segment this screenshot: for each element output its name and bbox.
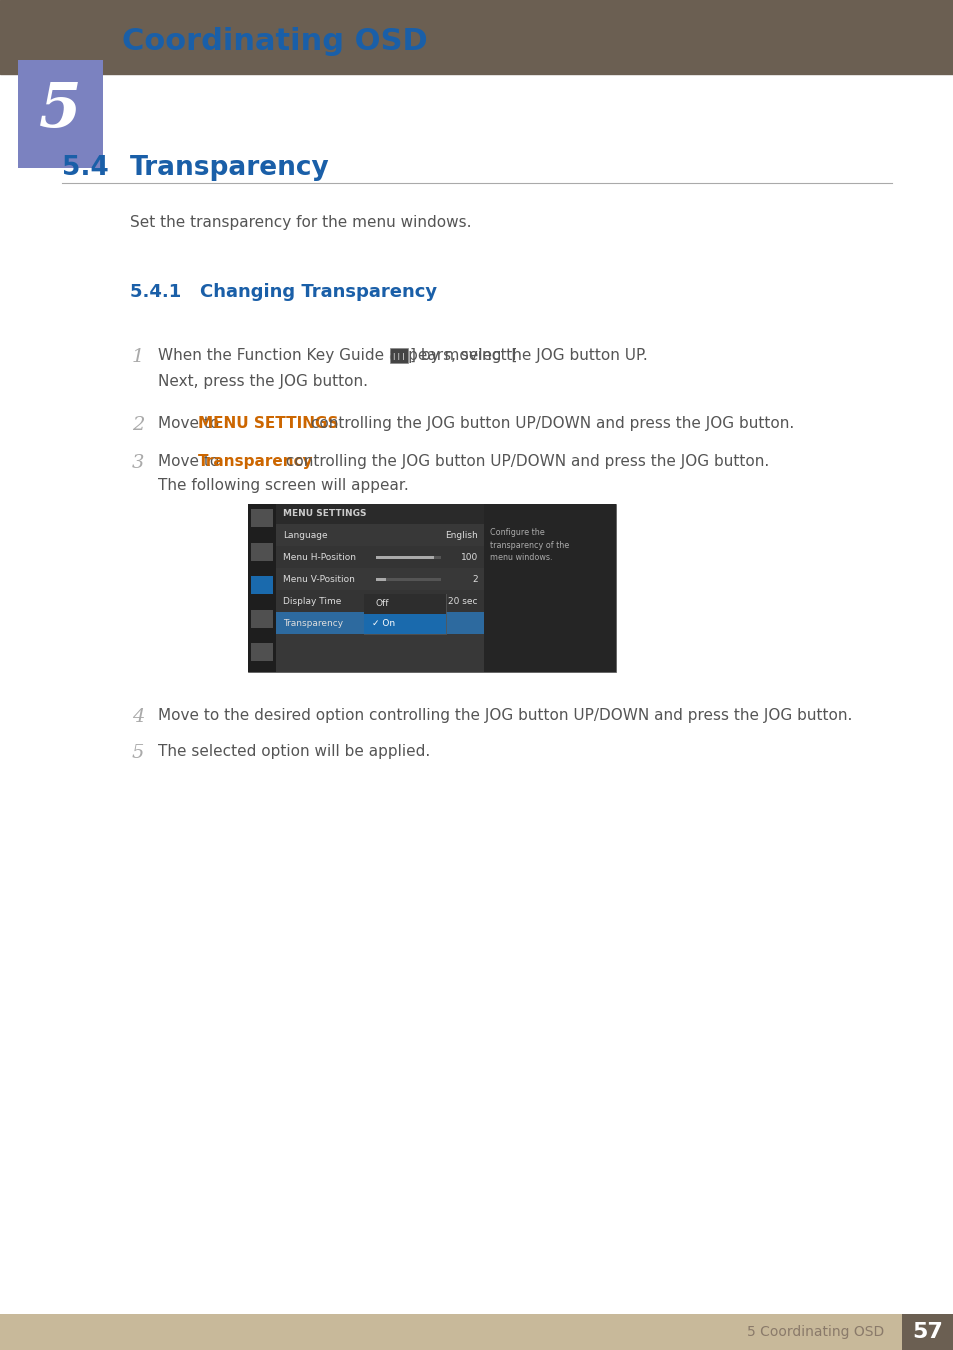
- Text: controlling the JOG button UP/DOWN and press the JOG button.: controlling the JOG button UP/DOWN and p…: [306, 416, 794, 431]
- Bar: [0, 1314, 953, 1350]
- Bar: [251, 610, 273, 628]
- Text: 57: 57: [912, 1322, 943, 1342]
- Bar: [275, 568, 483, 590]
- Text: 3: 3: [132, 454, 144, 472]
- Text: 5: 5: [39, 80, 82, 140]
- Bar: [275, 504, 483, 672]
- Bar: [251, 543, 273, 560]
- Text: 5.4.1   Changing Transparency: 5.4.1 Changing Transparency: [130, 284, 436, 301]
- Text: Transparency: Transparency: [130, 155, 330, 181]
- Text: 1: 1: [132, 348, 144, 366]
- Text: 2: 2: [472, 575, 477, 583]
- Text: Display Time: Display Time: [283, 597, 341, 606]
- Text: Menu H-Position: Menu H-Position: [283, 552, 355, 562]
- Bar: [364, 594, 446, 634]
- Bar: [18, 61, 103, 169]
- Bar: [483, 504, 616, 672]
- Bar: [375, 555, 440, 559]
- Text: When the Function Key Guide appears, select [: When the Function Key Guide appears, sel…: [158, 348, 517, 363]
- Bar: [375, 555, 434, 559]
- Text: Configure the
transparency of the
menu windows.: Configure the transparency of the menu w…: [490, 528, 569, 562]
- Text: 20 sec: 20 sec: [448, 597, 477, 606]
- Text: Language: Language: [283, 531, 327, 540]
- Text: Move to the desired option controlling the JOG button UP/DOWN and press the JOG : Move to the desired option controlling t…: [158, 707, 851, 724]
- Text: Off: Off: [375, 599, 389, 609]
- Bar: [275, 590, 483, 612]
- Bar: [275, 612, 483, 634]
- Text: ] by moving the JOG button UP.: ] by moving the JOG button UP.: [410, 348, 647, 363]
- Text: Move to: Move to: [158, 416, 224, 431]
- Bar: [251, 644, 273, 662]
- Text: Menu V-Position: Menu V-Position: [283, 575, 355, 583]
- Text: Set the transparency for the menu windows.: Set the transparency for the menu window…: [130, 215, 471, 230]
- Text: 100: 100: [460, 552, 477, 562]
- Text: MENU SETTINGS: MENU SETTINGS: [283, 509, 366, 518]
- Text: 5 Coordinating OSD: 5 Coordinating OSD: [746, 1324, 883, 1339]
- Bar: [364, 614, 446, 634]
- Bar: [901, 1314, 953, 1350]
- Bar: [275, 504, 483, 524]
- Text: Next, press the JOG button.: Next, press the JOG button.: [158, 374, 368, 389]
- Bar: [375, 578, 440, 580]
- Text: English: English: [445, 531, 477, 540]
- Bar: [248, 504, 275, 672]
- Text: Transparency: Transparency: [198, 454, 314, 468]
- Text: 4: 4: [132, 707, 144, 726]
- Bar: [275, 545, 483, 568]
- Bar: [0, 0, 953, 74]
- Text: 5.4: 5.4: [62, 155, 109, 181]
- Text: The following screen will appear.: The following screen will appear.: [158, 478, 408, 493]
- Text: ✓ On: ✓ On: [372, 620, 395, 629]
- Text: 2: 2: [132, 416, 144, 433]
- Bar: [251, 576, 273, 594]
- Text: Move to: Move to: [158, 454, 224, 468]
- Text: | | |: | | |: [393, 352, 404, 359]
- Bar: [390, 348, 408, 363]
- Bar: [251, 509, 273, 526]
- Text: 5: 5: [132, 744, 144, 761]
- Bar: [364, 594, 446, 614]
- Bar: [248, 504, 616, 672]
- Text: Coordinating OSD: Coordinating OSD: [122, 27, 427, 55]
- Bar: [275, 524, 483, 545]
- Text: Transparency: Transparency: [283, 618, 343, 628]
- Bar: [375, 578, 386, 580]
- Text: controlling the JOG button UP/DOWN and press the JOG button.: controlling the JOG button UP/DOWN and p…: [281, 454, 768, 468]
- Text: MENU SETTINGS: MENU SETTINGS: [198, 416, 338, 431]
- Text: The selected option will be applied.: The selected option will be applied.: [158, 744, 430, 759]
